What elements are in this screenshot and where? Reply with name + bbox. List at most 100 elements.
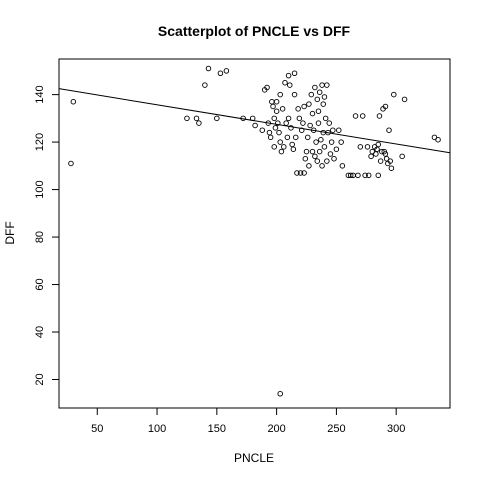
data-point	[284, 134, 291, 141]
data-point	[202, 82, 208, 88]
data-point	[70, 98, 77, 105]
data-point	[322, 115, 329, 122]
data-point	[290, 146, 297, 152]
x-tick-label: 200	[267, 423, 285, 435]
data-point	[283, 120, 289, 126]
data-point	[193, 115, 200, 122]
x-tick-label: 300	[387, 423, 405, 435]
data-point	[312, 84, 318, 91]
data-point	[314, 158, 321, 164]
data-point	[321, 144, 328, 150]
data-point	[382, 103, 389, 110]
data-point	[375, 172, 382, 179]
data-point	[300, 120, 306, 126]
data-point	[184, 115, 190, 122]
data-point	[376, 113, 383, 119]
data-point	[319, 82, 325, 88]
data-point	[293, 134, 299, 141]
data-point	[295, 106, 301, 112]
data-point	[319, 163, 325, 169]
data-point	[297, 170, 304, 176]
data-point	[68, 160, 74, 167]
data-point	[307, 122, 313, 129]
data-point	[359, 113, 366, 119]
y-tick-label: 20	[34, 373, 46, 385]
data-point	[273, 98, 280, 105]
data-point	[308, 91, 315, 98]
data-point	[278, 148, 285, 155]
data-point	[272, 125, 279, 131]
data-point	[355, 172, 361, 179]
data-point	[277, 91, 283, 98]
data-point	[388, 165, 395, 171]
data-point	[377, 158, 384, 164]
data-point	[368, 153, 374, 160]
data-point	[271, 115, 277, 122]
data-point	[276, 129, 282, 136]
data-point	[291, 70, 298, 76]
data-point	[281, 144, 287, 150]
data-point	[357, 144, 364, 150]
data-point	[289, 141, 295, 148]
data-point	[338, 139, 344, 145]
data-point	[327, 151, 334, 157]
data-point	[264, 84, 270, 91]
data-point	[326, 120, 332, 126]
regression-line	[58, 88, 451, 154]
data-point	[309, 148, 316, 155]
data-point	[375, 141, 382, 148]
data-point	[316, 89, 323, 95]
data-point	[275, 120, 281, 126]
data-point	[266, 129, 273, 136]
data-point	[291, 91, 298, 98]
data-point	[301, 103, 307, 110]
data-point	[217, 70, 224, 76]
data-point	[267, 134, 274, 141]
data-point	[298, 127, 305, 133]
data-point	[313, 139, 319, 145]
data-point	[339, 163, 346, 169]
y-axis: 20 40 60 80 100 120 140	[34, 85, 59, 386]
data-point	[324, 158, 330, 164]
data-point	[294, 170, 300, 176]
y-tick-label: 80	[34, 231, 46, 243]
data-point	[365, 172, 372, 179]
data-point	[301, 170, 307, 176]
data-point	[399, 153, 405, 160]
y-tick-label: 120	[34, 133, 46, 151]
data-point	[401, 96, 408, 103]
plot-frame	[58, 58, 451, 409]
data-point	[287, 82, 293, 88]
data-point	[302, 155, 309, 162]
data-point	[328, 139, 335, 145]
data-point	[304, 134, 311, 141]
data-point	[279, 106, 286, 112]
x-axis: 50 100 150 200 250 300	[91, 408, 405, 435]
data-point	[321, 94, 328, 100]
data-point	[352, 113, 359, 119]
chart-title: Scatterplot of PNCLE vs DFF	[158, 23, 351, 39]
y-tick-label: 100	[34, 180, 46, 198]
data-point	[309, 110, 316, 117]
data-point	[331, 155, 337, 162]
data-point	[386, 127, 392, 133]
x-tick-label: 50	[91, 423, 103, 435]
data-points	[68, 65, 441, 397]
x-tick-label: 100	[148, 423, 166, 435]
data-point	[315, 108, 322, 114]
data-point	[315, 120, 322, 126]
data-point	[324, 82, 330, 88]
data-point	[214, 115, 220, 122]
data-point	[296, 115, 303, 122]
data-point	[364, 144, 371, 150]
data-point	[333, 146, 340, 152]
data-point	[306, 163, 312, 169]
x-axis-label: PNCLE	[234, 451, 274, 465]
data-point	[196, 120, 202, 126]
data-point	[270, 103, 276, 110]
data-point	[273, 108, 280, 114]
x-tick-label: 250	[327, 423, 345, 435]
data-point	[348, 172, 354, 179]
data-point	[285, 72, 292, 79]
